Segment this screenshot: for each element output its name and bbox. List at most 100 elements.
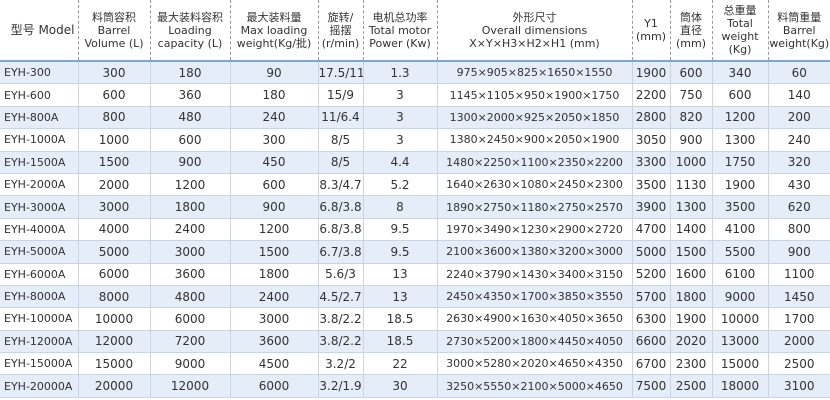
- table-cell: 17.5/11: [318, 61, 364, 85]
- table-cell: 3050: [632, 128, 671, 152]
- table-row: EYH-15000A 15000 9000 4500 3.2/2 22 3000×5280×…: [0, 352, 830, 376]
- table-cell: 140: [768, 83, 830, 107]
- header-text: Y1: [644, 17, 658, 30]
- table-cell: 3300: [632, 151, 671, 174]
- table-cell: 2000: [768, 330, 830, 354]
- table-cell: 1640×2630×1080×2450×2300: [437, 173, 633, 197]
- table-cell: 1.3: [363, 61, 438, 85]
- table-cell: 8/5: [318, 128, 364, 152]
- table-cell: 900: [768, 240, 830, 264]
- table-cell: 1750: [712, 151, 769, 174]
- table-cell: 3600: [230, 330, 319, 354]
- table-cell: 240: [768, 128, 830, 152]
- header-text: Loading: [168, 23, 212, 37]
- table-cell: 2400: [150, 218, 231, 242]
- table-cell: 900: [670, 128, 713, 152]
- table-cell: 1300×2000×925×2050×1850: [437, 106, 633, 130]
- header-text: weight(Kg): [769, 36, 830, 50]
- table-cell: 2500: [670, 374, 713, 398]
- table-cell: 5.6/3: [318, 263, 364, 286]
- header-cell: 总重量 Total weight (Kg): [712, 0, 769, 62]
- table-cell: 2000: [78, 173, 151, 197]
- table-cell: 450: [230, 151, 319, 174]
- table-cell: 600: [230, 173, 319, 197]
- table-cell: 9.5: [363, 218, 438, 242]
- table-cell: 1300: [712, 128, 769, 152]
- header-text: Power (Kw): [369, 36, 431, 50]
- table-cell: 6000: [230, 374, 319, 398]
- table-cell: 9000: [150, 352, 231, 376]
- table-cell: 3500: [632, 173, 671, 197]
- header-cell: 料筒容积 Barrel Volume (L): [78, 0, 151, 62]
- table-cell: 1800: [670, 285, 713, 309]
- header-text: 料筒容积: [92, 10, 136, 24]
- table-cell: 4500: [230, 352, 319, 376]
- table-cell: 3.8/2.2: [318, 307, 364, 331]
- table-cell: 5.2: [363, 173, 438, 197]
- table-cell: 1380×2450×900×2050×1900: [437, 128, 633, 152]
- table-cell: 8.3/4.7: [318, 173, 364, 197]
- table-cell: 1130: [670, 173, 713, 197]
- table-row: EYH-8000A 8000 4800 2400 4.5/2.7 13 2450×4350×…: [0, 285, 830, 309]
- table-cell: 300: [78, 61, 151, 85]
- table-cell: 6000: [78, 263, 151, 286]
- table-cell: 2400: [230, 285, 319, 309]
- table-row: EYH-1000A 1000 600 300 8/5 3 1380×2450×900×205…: [0, 128, 830, 152]
- table-cell: 9.5: [363, 240, 438, 264]
- header-text: 料筒重量: [777, 10, 822, 24]
- table-row: EYH-1500A 1500 900 450 8/5 4.4 1480×2250×1100×…: [0, 151, 830, 174]
- table-cell: EYH-2000A: [0, 173, 79, 197]
- table-row: EYH-4000A 4000 2400 1200 6.8/3.8 9.5 1970×3490…: [0, 218, 830, 242]
- table-cell: 600: [670, 61, 713, 85]
- table-row: EYH-300 300 180 90 17.5/11 1.3 975×905×825×165…: [0, 61, 830, 85]
- table-row: EYH-2000A 2000 1200 600 8.3/4.7 5.2 1640×2630×…: [0, 173, 830, 197]
- table-cell: 4.5/2.7: [318, 285, 364, 309]
- table-cell: 800: [78, 106, 151, 130]
- header-text: capacity (L): [157, 36, 223, 50]
- table-cell: 2630×4900×1630×4050×3650: [437, 307, 633, 331]
- table-cell: 13: [363, 285, 438, 309]
- table-cell: 1800: [230, 263, 319, 286]
- table-cell: 4.4: [363, 151, 438, 174]
- header-text: (mm): [635, 30, 666, 43]
- header-text: 最大装料容积: [157, 10, 223, 24]
- table-cell: 3000: [230, 307, 319, 331]
- table-cell: EYH-6000A: [0, 263, 79, 286]
- header-cell: 旋转/摇摆 (r/min): [318, 0, 364, 62]
- header-text: 总重量: [723, 4, 757, 17]
- table-cell: 1700: [768, 307, 830, 331]
- table-cell: 200: [768, 106, 830, 130]
- table-cell: 4700: [632, 218, 671, 242]
- table-cell: 8000: [78, 285, 151, 309]
- table-row: EYH-5000A 5000 3000 1500 6.7/3.8 9.5 2100×3600…: [0, 240, 830, 264]
- table-cell: 20000: [78, 374, 151, 398]
- table-cell: 3.2/2: [318, 352, 364, 376]
- table-cell: 2240×3790×1430×3400×3150: [437, 263, 633, 286]
- table-cell: EYH-15000A: [0, 352, 79, 376]
- table-cell: 1450: [768, 285, 830, 309]
- table-cell: 12000: [150, 374, 231, 398]
- table-cell: 480: [150, 106, 231, 130]
- table-cell: 6000: [150, 307, 231, 331]
- header-text: 直径: [680, 23, 702, 37]
- header-text: 电机总功率: [372, 10, 428, 24]
- table-cell: EYH-1000A: [0, 128, 79, 152]
- table-cell: 5700: [632, 285, 671, 309]
- table-cell: 1890×2750×1180×2750×2570: [437, 195, 633, 219]
- table-cell: 300: [230, 128, 319, 152]
- table-cell: 1000: [78, 128, 151, 152]
- header-text: X×Y×H3×H2×H1 (mm): [469, 36, 600, 50]
- header-text: Barrel: [782, 23, 816, 37]
- table-cell: EYH-3000A: [0, 195, 79, 219]
- table-cell: 240: [230, 106, 319, 130]
- table-cell: 320: [768, 151, 830, 174]
- table-cell: 6700: [632, 352, 671, 376]
- header-cell: 料筒重量 Barrel weight(Kg): [768, 0, 830, 62]
- header-text: 旋转/: [327, 10, 354, 24]
- table-cell: 1145×1105×950×1900×1750: [437, 83, 633, 107]
- table-cell: 3.8/2.2: [318, 330, 364, 354]
- table-cell: 4000: [78, 218, 151, 242]
- header-row: 型号 Model 料筒容积 Barrel Volume (L) 最大装料容积 Loadin…: [0, 0, 830, 62]
- table-cell: 2450×4350×1700×3850×3550: [437, 285, 633, 309]
